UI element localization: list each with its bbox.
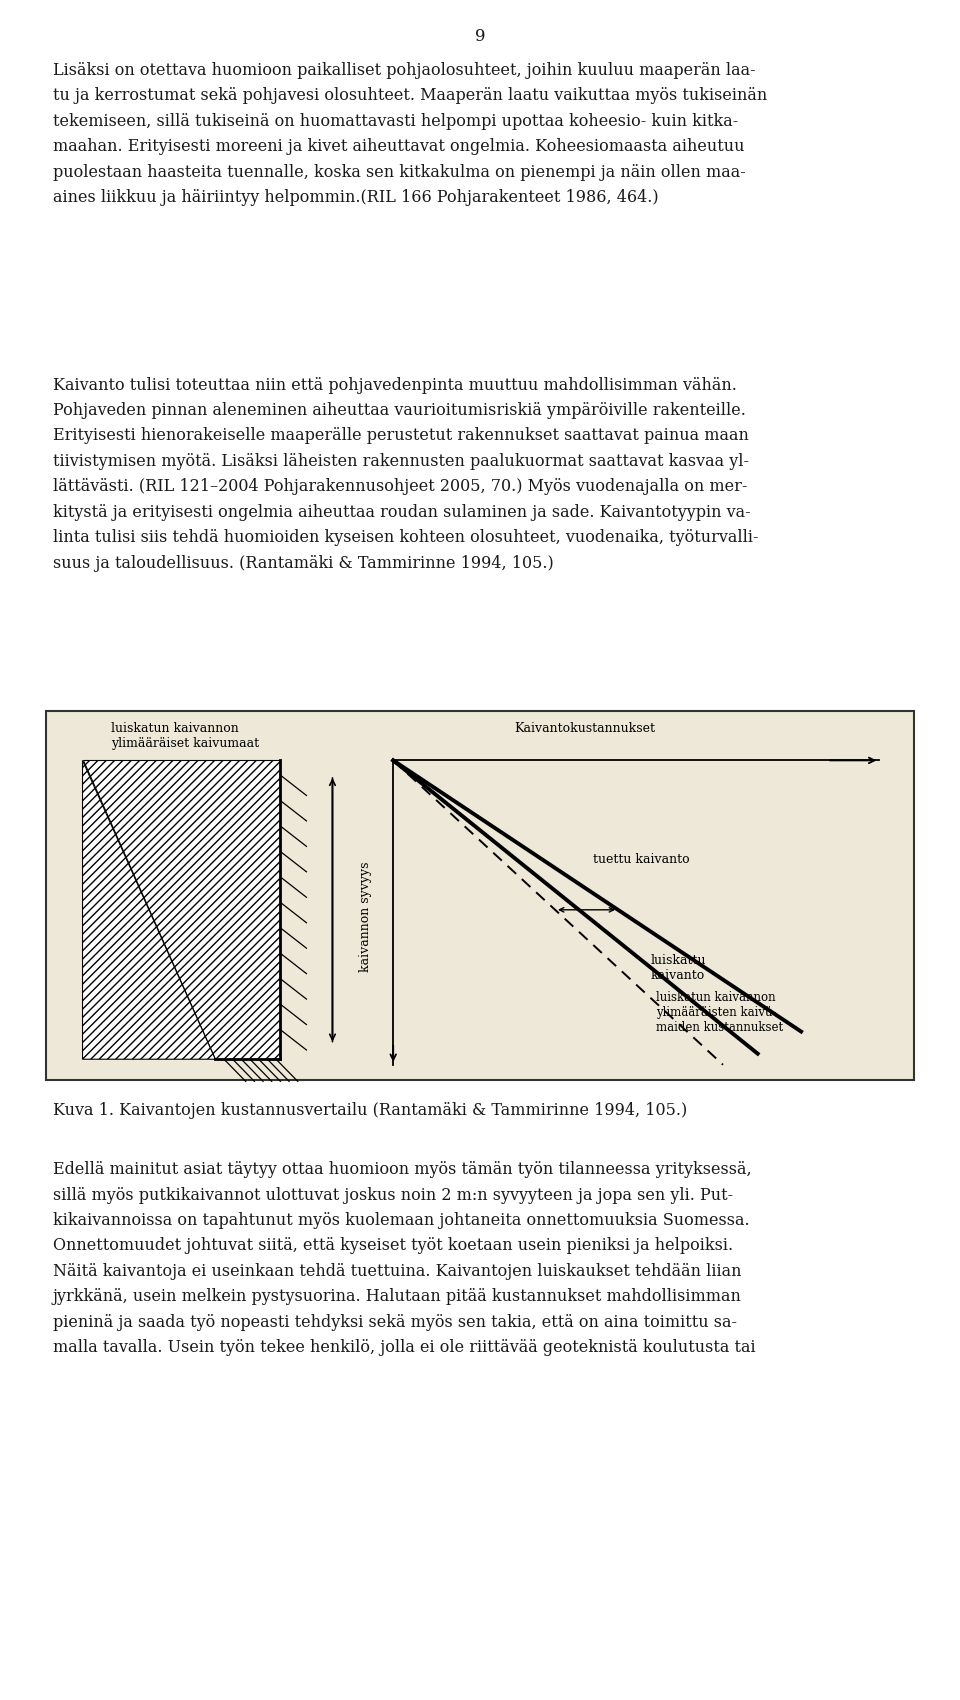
Text: Kuva 1. Kaivantojen kustannusvertailu (Rantamäki & Tammirinne 1994, 105.): Kuva 1. Kaivantojen kustannusvertailu (R…	[53, 1102, 687, 1119]
Text: luiskattu
kaivanto: luiskattu kaivanto	[651, 954, 707, 983]
Text: Edellä mainitut asiat täytyy ottaa huomioon myös tämän työn tilanneessa yritykse: Edellä mainitut asiat täytyy ottaa huomi…	[53, 1161, 756, 1357]
Text: kaivannon syvyys: kaivannon syvyys	[358, 862, 372, 972]
FancyBboxPatch shape	[46, 711, 914, 1080]
Text: tuettu kaivanto: tuettu kaivanto	[593, 852, 689, 865]
Text: Kaivanto tulisi toteuttaa niin että pohjavedenpinta muuttuu mahdollisimman vähän: Kaivanto tulisi toteuttaa niin että pohj…	[53, 377, 758, 571]
Text: luiskatun kaivannon
ylimääräiset kaivumaat: luiskatun kaivannon ylimääräiset kaivuma…	[111, 722, 259, 750]
Polygon shape	[83, 760, 215, 1059]
Text: luiskatun kaivannon
ylimääräisten kaivü-
maiden kustannukset: luiskatun kaivannon ylimääräisten kaivü-…	[657, 991, 783, 1034]
Text: Lisäksi on otettava huomioon paikalliset pohjaolosuhteet, joihin kuuluu maaperän: Lisäksi on otettava huomioon paikalliset…	[53, 63, 767, 206]
Text: Kaivantokustannukset: Kaivantokustannukset	[515, 722, 656, 734]
Text: 9: 9	[475, 29, 485, 46]
Polygon shape	[83, 760, 280, 1059]
